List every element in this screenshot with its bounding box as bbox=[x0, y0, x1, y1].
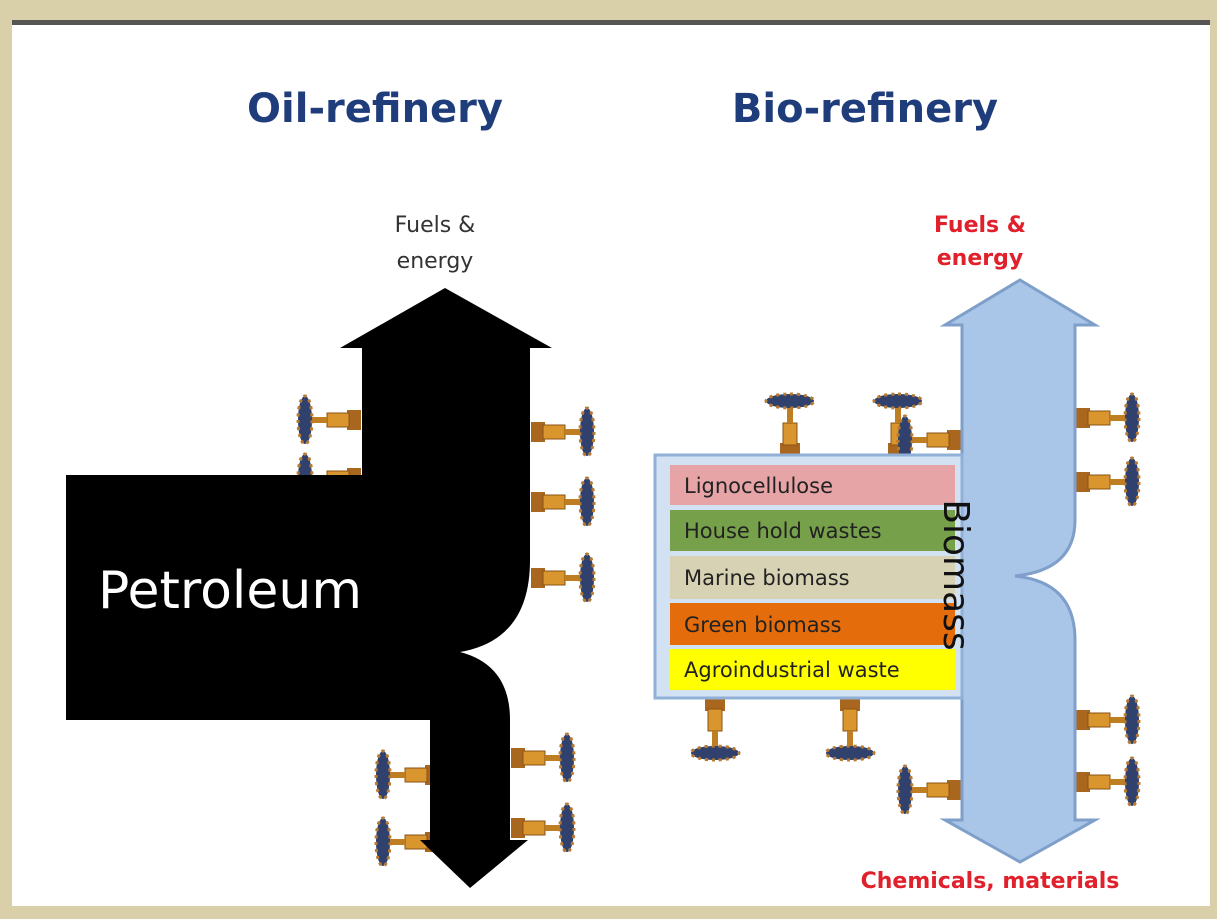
feedstock-label: Lignocellulose bbox=[684, 474, 833, 498]
petroleum-label: Petroleum bbox=[98, 561, 362, 621]
feedstock-row bbox=[670, 603, 955, 645]
feedstock-row bbox=[670, 465, 955, 505]
feedstock-list: Lignocellulose House hold wastes Marine … bbox=[670, 465, 955, 690]
feedstock-row bbox=[670, 510, 955, 551]
bio-arrow bbox=[939, 278, 1101, 864]
oil-arrow bbox=[66, 288, 552, 888]
bio-title: Bio-refinery bbox=[732, 86, 998, 132]
oil-title: Oil-refinery bbox=[247, 86, 503, 132]
feedstock-label: Marine biomass bbox=[684, 566, 850, 590]
oil-output-line: Fuels & bbox=[395, 213, 476, 238]
bio-output-line: energy bbox=[937, 246, 1023, 271]
feedstock-row bbox=[670, 649, 955, 690]
biomass-label: Biomass bbox=[935, 499, 976, 650]
feedstock-label: Agroindustrial waste bbox=[684, 658, 900, 682]
bio-output-bottom: Chemicals, materials bbox=[861, 869, 1120, 894]
feedstock-row bbox=[670, 556, 955, 599]
feedstock-label: House hold wastes bbox=[684, 519, 882, 543]
feedstock-label: Green biomass bbox=[684, 613, 842, 637]
top-border bbox=[12, 20, 1210, 25]
oil-output-line: energy bbox=[397, 249, 474, 274]
bio-output-line: Fuels & bbox=[934, 213, 1026, 238]
